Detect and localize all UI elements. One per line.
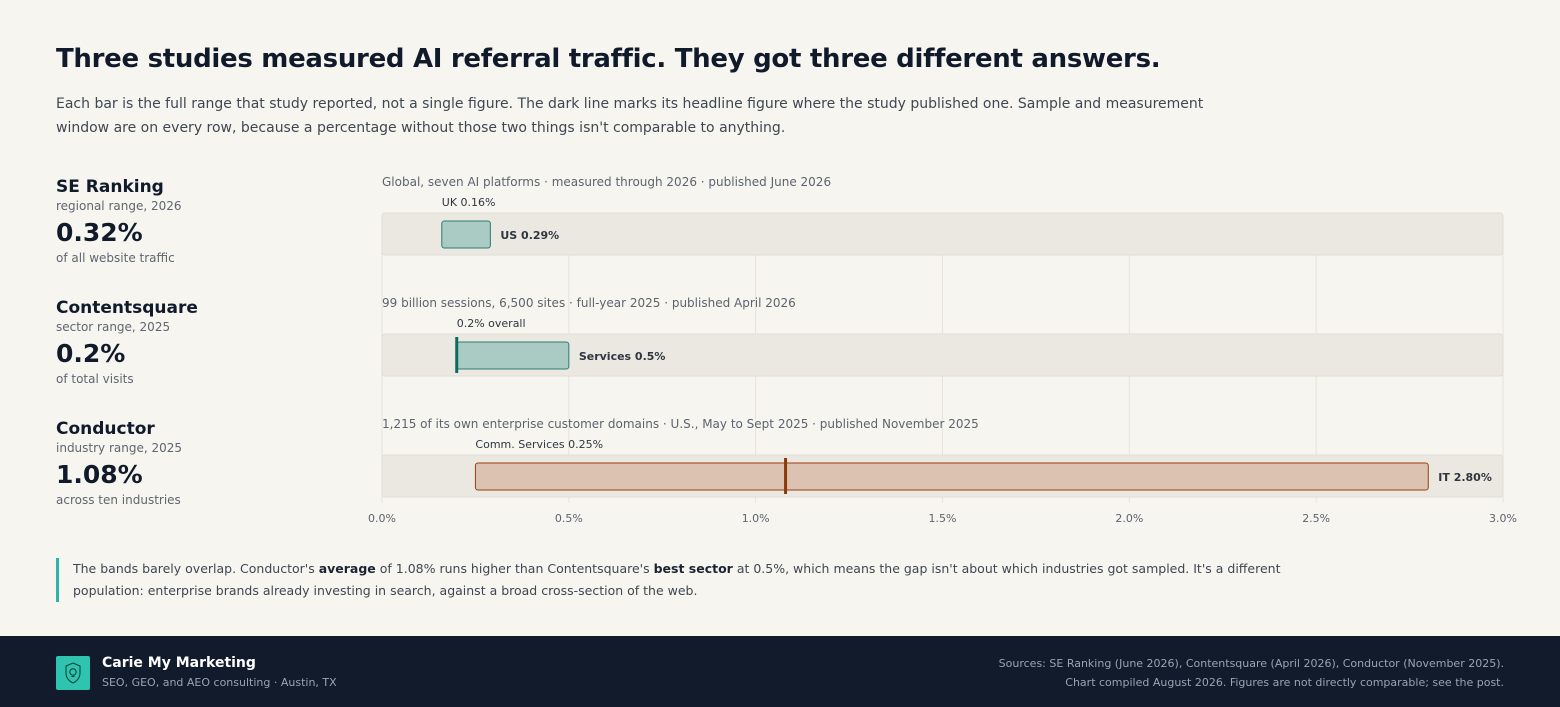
range-bar xyxy=(456,341,570,370)
brand-tagline: SEO, GEO, and AEO consulting · Austin, T… xyxy=(102,676,337,689)
range-track xyxy=(381,212,1504,256)
unit-label: across ten industries xyxy=(56,493,181,507)
range-label: sector range, 2025 xyxy=(56,320,171,334)
callout-text: at 0.5%, which means the gap isn't about… xyxy=(73,561,1281,598)
headline-value: 1.08% xyxy=(56,460,143,489)
study-name: SE Ranking xyxy=(56,177,164,197)
x-tick-label: 0.0% xyxy=(368,512,396,525)
lightbulb-shield-icon xyxy=(56,656,90,690)
x-tick-label: 3.0% xyxy=(1489,512,1517,525)
headline-value: 0.2% xyxy=(56,339,126,368)
study-name: Conductor xyxy=(56,419,155,439)
x-tick-label: 0.5% xyxy=(555,512,583,525)
x-tick-label: 1.5% xyxy=(929,512,957,525)
callout-note: The bands barely overlap. Conductor's av… xyxy=(56,558,1313,602)
x-tick-label: 2.5% xyxy=(1302,512,1330,525)
page-title: Three studies measured AI referral traff… xyxy=(56,44,1161,74)
range-bar xyxy=(474,462,1429,491)
callout-text: of 1.08% runs higher than Contentsquare'… xyxy=(375,561,654,576)
callout-emphasis: best sector xyxy=(653,561,733,576)
x-tick-label: 2.0% xyxy=(1115,512,1143,525)
unit-label: of all website traffic xyxy=(56,251,175,265)
sources-note: Sources: SE Ranking (June 2026), Content… xyxy=(999,654,1504,692)
footer: Carie My Marketing SEO, GEO, and AEO con… xyxy=(0,636,1560,707)
range-label: regional range, 2026 xyxy=(56,199,182,213)
page-subtitle: Each bar is the full range that study re… xyxy=(56,96,1204,136)
range-high-label: US 0.29% xyxy=(500,229,559,242)
range-chart: Global, seven AI platforms · measured th… xyxy=(368,175,1517,525)
range-low-label: Comm. Services 0.25% xyxy=(475,438,603,451)
unit-label: of total visits xyxy=(56,372,134,386)
sources-line: Sources: SE Ranking (June 2026), Content… xyxy=(998,657,1504,670)
brand-name: Carie My Marketing xyxy=(102,655,256,671)
range-low-label: UK 0.16% xyxy=(442,196,496,209)
study-meta-label: Global, seven AI platforms · measured th… xyxy=(382,175,831,189)
range-low-label: 0.2% overall xyxy=(457,317,526,330)
range-bar xyxy=(441,220,491,249)
callout-text: The bands barely overlap. Conductor's xyxy=(73,561,319,576)
range-label: industry range, 2025 xyxy=(56,441,183,455)
row-label-conductor: Conductor industry range, 2025 1.08% acr… xyxy=(56,418,182,508)
study-meta-label: 1,215 of its own enterprise customer dom… xyxy=(382,417,979,431)
headline-value: 0.32% xyxy=(56,218,143,247)
study-meta-label: 99 billion sessions, 6,500 sites · full-… xyxy=(382,296,796,310)
range-high-label: Services 0.5% xyxy=(579,350,666,363)
callout-emphasis: average xyxy=(318,561,376,576)
study-name: Contentsquare xyxy=(56,298,198,318)
range-high-label: IT 2.80% xyxy=(1438,471,1492,484)
compiled-line: Chart compiled August 2026. Figures are … xyxy=(1065,676,1504,689)
range-track xyxy=(381,333,1504,377)
row-label-contentsquare: Contentsquare sector range, 2025 0.2% of… xyxy=(56,297,198,387)
row-label-se-ranking: SE Ranking regional range, 2026 0.32% of… xyxy=(56,176,182,266)
x-tick-label: 1.0% xyxy=(742,512,770,525)
